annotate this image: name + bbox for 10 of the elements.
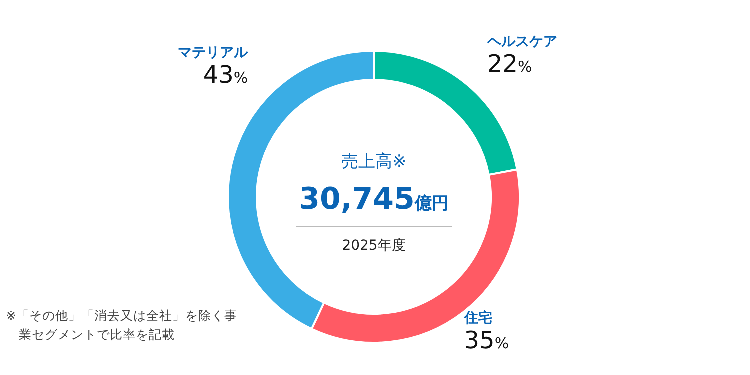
text: 30,745億円: [299, 182, 449, 217]
slice-label: ヘルスケア: [486, 34, 558, 50]
slice-label: 住宅: [463, 309, 492, 326]
data-label: 43%: [203, 61, 248, 90]
data-label: 35%: [464, 326, 510, 354]
text: 2025年度: [342, 238, 406, 254]
text: 売上高※: [341, 152, 407, 172]
text: ※「その他」「消去又は全社」を除く事業セグメントで比率を記載: [6, 307, 238, 344]
slice-label: マテリアル: [178, 45, 250, 62]
data-label: 22%: [487, 50, 532, 78]
